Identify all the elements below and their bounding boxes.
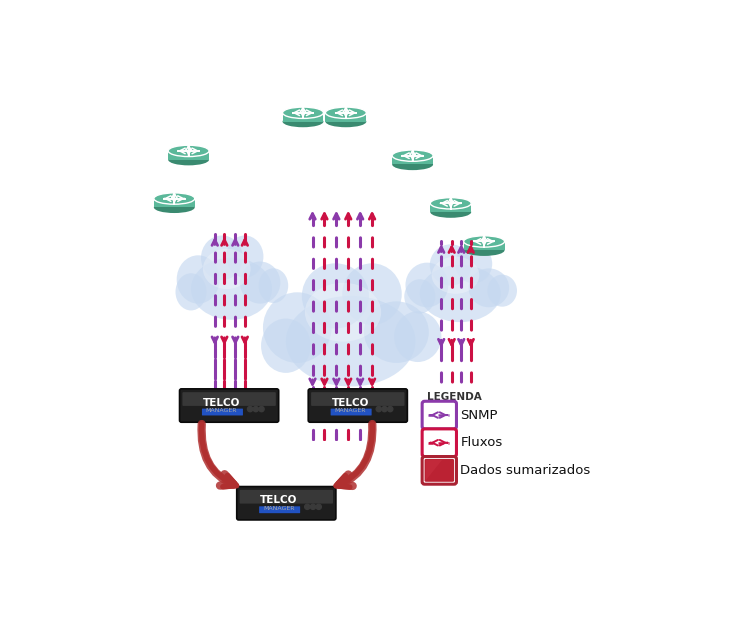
FancyArrowPatch shape — [201, 424, 237, 487]
Ellipse shape — [392, 159, 433, 170]
FancyBboxPatch shape — [422, 429, 457, 457]
Ellipse shape — [302, 263, 369, 329]
Ellipse shape — [168, 154, 209, 165]
Ellipse shape — [404, 279, 435, 314]
Ellipse shape — [259, 268, 288, 303]
FancyBboxPatch shape — [259, 506, 300, 513]
Text: TELCO: TELCO — [260, 495, 297, 505]
FancyArrowPatch shape — [339, 424, 372, 486]
FancyBboxPatch shape — [309, 389, 408, 422]
FancyBboxPatch shape — [240, 490, 333, 504]
Ellipse shape — [191, 258, 272, 320]
Circle shape — [316, 504, 321, 509]
Circle shape — [310, 504, 316, 509]
Text: MANAGER: MANAGER — [206, 409, 238, 413]
FancyBboxPatch shape — [180, 389, 279, 422]
Ellipse shape — [394, 311, 441, 362]
FancyBboxPatch shape — [182, 392, 276, 406]
Ellipse shape — [420, 265, 501, 322]
Ellipse shape — [283, 107, 323, 118]
Text: MANAGER: MANAGER — [263, 506, 295, 511]
Ellipse shape — [392, 150, 433, 162]
Circle shape — [247, 407, 252, 412]
Circle shape — [259, 407, 264, 412]
Text: TELCO: TELCO — [203, 397, 240, 407]
FancyArrowPatch shape — [336, 424, 372, 487]
Ellipse shape — [168, 145, 209, 157]
Ellipse shape — [326, 107, 366, 118]
Ellipse shape — [488, 275, 517, 306]
Text: Fluxos: Fluxos — [460, 436, 502, 449]
FancyBboxPatch shape — [283, 113, 323, 121]
Text: MANAGER: MANAGER — [334, 409, 366, 413]
Ellipse shape — [201, 235, 243, 280]
Circle shape — [388, 407, 393, 412]
Ellipse shape — [286, 296, 415, 386]
Text: LEGENDA: LEGENDA — [427, 392, 482, 402]
Ellipse shape — [283, 116, 323, 128]
FancyBboxPatch shape — [202, 409, 243, 415]
FancyBboxPatch shape — [311, 392, 405, 406]
Ellipse shape — [430, 245, 471, 285]
FancyBboxPatch shape — [430, 203, 471, 212]
Circle shape — [253, 407, 258, 412]
Ellipse shape — [464, 236, 505, 247]
Ellipse shape — [261, 319, 311, 373]
Ellipse shape — [326, 116, 366, 128]
Polygon shape — [426, 461, 442, 480]
Ellipse shape — [468, 269, 509, 307]
FancyBboxPatch shape — [237, 487, 336, 520]
FancyBboxPatch shape — [422, 401, 457, 429]
Ellipse shape — [175, 273, 206, 311]
FancyBboxPatch shape — [331, 409, 371, 415]
Ellipse shape — [203, 249, 251, 289]
Circle shape — [376, 407, 381, 412]
Ellipse shape — [430, 197, 471, 209]
Circle shape — [305, 504, 310, 509]
FancyArrowPatch shape — [201, 424, 234, 485]
Text: Dados sumarizados: Dados sumarizados — [460, 464, 591, 477]
Ellipse shape — [464, 245, 505, 256]
FancyBboxPatch shape — [464, 241, 505, 250]
Ellipse shape — [263, 292, 332, 363]
Ellipse shape — [431, 257, 480, 294]
Ellipse shape — [455, 245, 492, 284]
FancyBboxPatch shape — [154, 199, 195, 207]
Ellipse shape — [343, 263, 402, 325]
Ellipse shape — [240, 261, 280, 304]
FancyBboxPatch shape — [326, 113, 366, 121]
Ellipse shape — [305, 283, 381, 342]
Ellipse shape — [154, 202, 195, 213]
FancyBboxPatch shape — [392, 155, 433, 165]
Ellipse shape — [406, 262, 448, 307]
Text: SNMP: SNMP — [460, 409, 498, 422]
FancyBboxPatch shape — [425, 459, 454, 482]
Ellipse shape — [154, 193, 195, 204]
Ellipse shape — [177, 255, 220, 304]
FancyBboxPatch shape — [422, 457, 457, 484]
FancyBboxPatch shape — [168, 151, 209, 160]
Ellipse shape — [226, 235, 263, 277]
Ellipse shape — [364, 301, 428, 363]
Circle shape — [382, 407, 387, 412]
Text: TELCO: TELCO — [332, 397, 369, 407]
Ellipse shape — [430, 207, 471, 218]
